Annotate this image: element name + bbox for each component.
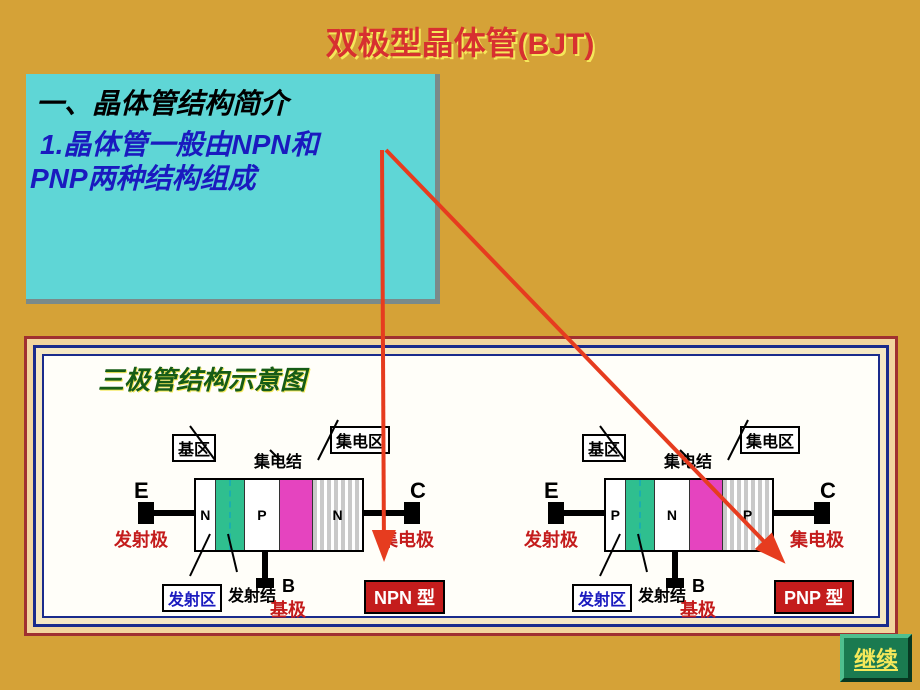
npn-collector-pad bbox=[404, 502, 420, 524]
pnp-layer-2: N bbox=[655, 480, 690, 550]
npn-layer-1 bbox=[216, 480, 245, 550]
pnp-layer-0: P bbox=[606, 480, 626, 550]
diagram-mid-frame: 三极管结构示意图 基区 集电区 集电结 E C 发射极 集电极 N P N bbox=[33, 345, 889, 627]
pnp-label-B: B bbox=[692, 576, 705, 597]
title-paren: (BJT) bbox=[518, 28, 595, 61]
info-box: 一、晶体管结构简介 1.晶体管一般由NPN和 PNP两种结构组成 bbox=[26, 74, 440, 304]
info-heading: 一、晶体管结构简介 bbox=[36, 82, 431, 122]
pnp-collector-pad bbox=[814, 502, 830, 524]
pnp-label-base-pole: 基极 bbox=[680, 596, 716, 622]
title-main: 双极型晶体管 bbox=[326, 25, 518, 61]
npn-layer-0: N bbox=[196, 480, 216, 550]
pnp-label-emitter-pole: 发射极 bbox=[524, 526, 578, 552]
npn-label-emitter-pole: 发射极 bbox=[114, 526, 168, 552]
npn-device-body: N P N bbox=[194, 478, 364, 552]
npn-label-base-pole: 基极 bbox=[270, 596, 306, 622]
pnp-label-C: C bbox=[820, 478, 836, 504]
pnp-label-base-area: 基区 bbox=[582, 434, 626, 462]
npn-label-E: E bbox=[134, 478, 149, 504]
npn-layer-2: P bbox=[245, 480, 280, 550]
npn-label-coll-junction: 集电结 bbox=[254, 448, 302, 472]
pnp-label-emitter-junction: 发射结 bbox=[638, 582, 686, 606]
pnp-device-body: P N P bbox=[604, 478, 774, 552]
npn-label-emitter-junction: 发射结 bbox=[228, 582, 276, 606]
npn-transistor: 基区 集电区 集电结 E C 发射极 集电极 N P N bbox=[64, 412, 464, 612]
npn-label-base-area: 基区 bbox=[172, 434, 216, 462]
page-title: 双极型晶体管(BJT) bbox=[0, 0, 920, 64]
pnp-label-coll-area: 集电区 bbox=[740, 426, 800, 454]
pnp-collector-lead bbox=[774, 510, 818, 516]
npn-layer-4: N bbox=[313, 480, 362, 550]
npn-label-B: B bbox=[282, 576, 295, 597]
pnp-layer-4: P bbox=[723, 480, 772, 550]
pnp-label-emitter-region: 发射区 bbox=[572, 584, 632, 612]
pnp-layer-1 bbox=[626, 480, 655, 550]
diagram-outer-frame: 三极管结构示意图 基区 集电区 集电结 E C 发射极 集电极 N P N bbox=[24, 336, 898, 636]
continue-button[interactable]: 继续 bbox=[840, 634, 912, 682]
pnp-emitter-lead bbox=[560, 510, 604, 516]
info-sub-line1: 1.晶体管一般由NPN和 bbox=[40, 128, 431, 162]
pnp-layer-3 bbox=[690, 480, 723, 550]
pnp-label-coll-junction: 集电结 bbox=[664, 448, 712, 472]
npn-label-emitter-region: 发射区 bbox=[162, 584, 222, 612]
npn-label-coll-area: 集电区 bbox=[330, 426, 390, 454]
diagram-title: 三极管结构示意图 bbox=[98, 360, 306, 397]
npn-type-badge: NPN 型 bbox=[364, 580, 445, 614]
npn-label-C: C bbox=[410, 478, 426, 504]
pnp-label-E: E bbox=[544, 478, 559, 504]
npn-collector-lead bbox=[364, 510, 408, 516]
pnp-label-collector-pole: 集电极 bbox=[790, 526, 844, 552]
pnp-transistor: 基区 集电区 集电结 E C 发射极 集电极 P N P bbox=[474, 412, 874, 612]
npn-label-collector-pole: 集电极 bbox=[380, 526, 434, 552]
pnp-type-badge: PNP 型 bbox=[774, 580, 854, 614]
info-sub-line2: PNP两种结构组成 bbox=[30, 162, 431, 196]
diagram-inner-frame: 三极管结构示意图 基区 集电区 集电结 E C 发射极 集电极 N P N bbox=[42, 354, 880, 618]
npn-layer-3 bbox=[280, 480, 313, 550]
npn-emitter-lead bbox=[150, 510, 194, 516]
